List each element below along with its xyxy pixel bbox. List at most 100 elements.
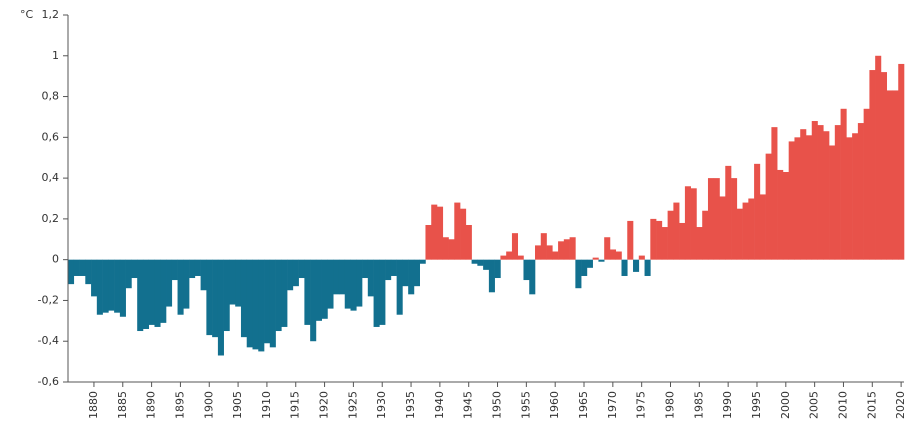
x-tick-label: 1955 [519,391,532,419]
bar [160,259,167,323]
bar [79,259,86,276]
bar [696,227,703,260]
bar [356,259,363,307]
bar [679,222,686,260]
bar [333,259,340,295]
bar [863,108,870,260]
bar [229,259,236,305]
bar [650,218,657,260]
bar [517,255,524,260]
unit-label: °C [20,8,34,21]
bar [748,198,755,260]
x-tick-label: 2020 [894,391,905,419]
bar [114,259,121,313]
x-tick-label: 1880 [87,391,100,419]
bar [615,251,622,260]
bar [592,257,599,260]
bar [604,237,611,260]
bar [731,178,738,260]
bar [765,153,772,260]
bar [552,251,559,260]
bar [148,259,155,325]
x-tick-label: 2015 [865,391,878,419]
bar [108,259,115,311]
bar [725,165,732,260]
bar [488,259,495,293]
bar [886,90,893,260]
bar [367,259,374,297]
bar [373,259,380,327]
bar [419,259,426,264]
bar [852,133,859,260]
bar [68,259,75,285]
x-tick-label: 2005 [808,391,821,419]
x-tick-label: 1935 [404,391,417,419]
bar [535,245,542,260]
bar [633,259,640,272]
bar [840,108,847,260]
bar [880,72,888,260]
x-tick-label: 1950 [491,391,504,419]
bar [379,259,386,325]
bar [713,178,720,260]
bar [321,259,328,319]
bar [246,259,253,348]
x-tick-label: 1925 [346,391,359,419]
bar [494,259,501,279]
x-tick-label: 1960 [548,391,561,419]
bar [777,169,784,260]
y-tick-label: 0,8 [42,90,60,103]
bar [684,186,691,260]
bar [506,251,513,260]
bar [166,259,173,307]
y-tick-label: 1 [52,49,59,62]
bar [344,259,351,309]
bar [454,202,461,260]
bar [823,131,830,260]
bar [857,123,864,260]
y-tick-label: -0,6 [38,375,59,388]
bar [183,259,190,309]
bar [131,259,138,279]
bar [292,259,299,287]
bar [142,259,150,329]
bar [304,259,311,325]
bar [408,259,415,295]
bar [436,206,444,260]
bar [73,259,80,276]
bar [217,259,224,356]
bar [154,259,161,327]
bar [235,259,242,307]
bar [258,259,265,352]
bar [621,259,628,276]
bar [338,259,346,295]
bar [707,178,715,260]
y-tick-label: 0,6 [42,130,60,143]
bar [511,233,519,260]
bar [834,125,841,260]
bar [656,220,663,260]
bar [310,259,317,342]
bar [448,239,455,260]
x-tick-label: 1995 [750,391,763,419]
bar [298,259,305,279]
bar [667,210,674,260]
bar [102,259,109,313]
x-tick-label: 1985 [692,391,705,419]
bar [569,237,576,260]
y-tick-label: -0,2 [38,293,59,306]
bar [829,145,836,260]
bar [661,227,668,260]
bar [898,63,905,260]
x-tick-label: 2010 [836,391,849,419]
x-tick-label: 1910 [260,391,273,419]
x-tick-label: 1940 [433,391,446,419]
x-tick-label: 1905 [231,391,244,419]
bar [742,202,749,260]
bar [269,259,276,348]
bar [771,127,778,260]
bar [189,259,196,279]
bar [287,259,294,291]
bar [413,259,420,287]
